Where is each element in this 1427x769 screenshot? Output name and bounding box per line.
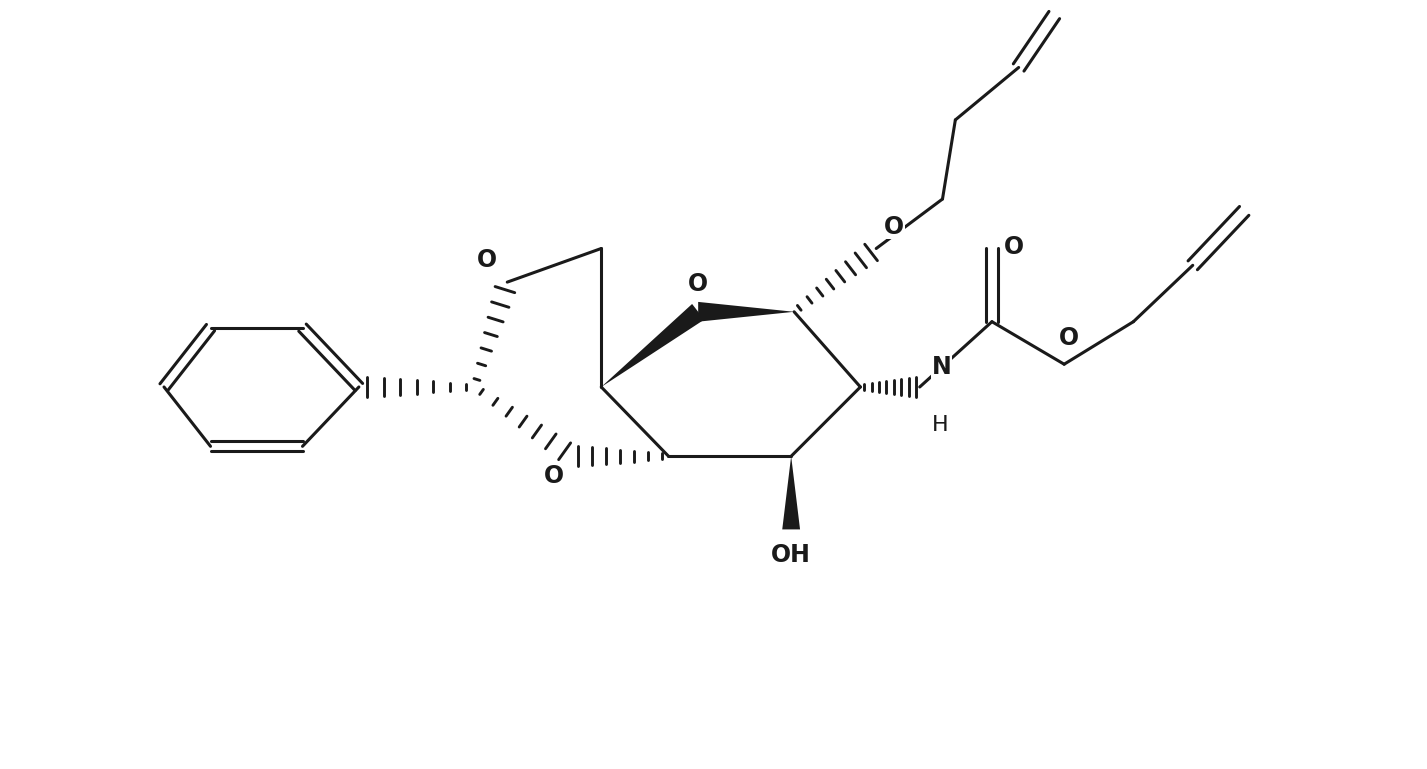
Text: OH: OH: [771, 543, 811, 568]
Text: O: O: [544, 464, 564, 488]
Text: O: O: [885, 215, 905, 238]
Text: O: O: [1059, 326, 1079, 351]
Text: H: H: [932, 414, 948, 434]
Polygon shape: [698, 302, 793, 321]
Text: O: O: [1003, 235, 1025, 258]
Polygon shape: [601, 304, 705, 387]
Polygon shape: [782, 456, 801, 529]
Text: O: O: [688, 272, 708, 296]
Text: N: N: [932, 355, 952, 379]
Text: O: O: [477, 248, 498, 272]
